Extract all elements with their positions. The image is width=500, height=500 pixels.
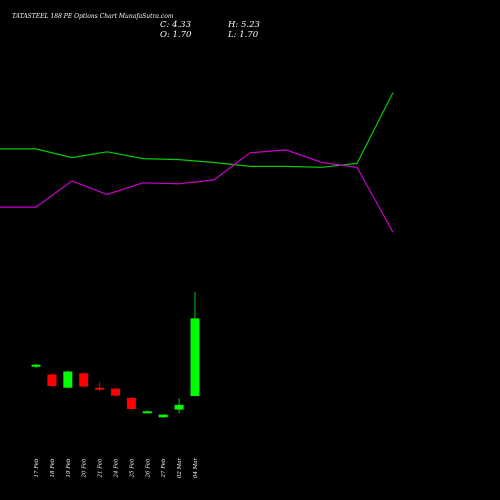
high-label: H: 5.23	[227, 20, 260, 30]
x-tick-label: 18 Feb	[50, 458, 56, 478]
x-tick-label: 26 Feb	[145, 458, 151, 479]
candle-body	[190, 318, 200, 396]
x-tick-label: 25 Feb	[129, 458, 135, 479]
low-label: L: 1.70	[227, 30, 259, 40]
candles	[31, 291, 200, 418]
x-tick-label: 19 Feb	[66, 458, 72, 478]
candle-body	[126, 397, 136, 409]
x-tick-label: 04 Mar	[193, 457, 199, 478]
close-label: C: 4.33	[160, 20, 191, 30]
candle-body	[63, 371, 73, 388]
x-tick-label: 02 Mar	[177, 457, 183, 478]
candle-body	[174, 404, 184, 410]
candle-body	[95, 387, 105, 390]
x-tick-label: 24 Feb	[114, 458, 120, 479]
chart-title: TATASTEEL 188 PE Options Chart MunafaSut…	[12, 13, 174, 20]
candle-body	[111, 388, 120, 396]
x-tick-label: 21 Feb	[98, 458, 104, 479]
open-label: O: 1.70	[160, 30, 192, 40]
indicator-line-2	[0, 149, 394, 233]
x-tick-label: 17 Feb	[34, 458, 40, 478]
candle-body	[142, 411, 152, 414]
indicator-lines	[0, 92, 394, 233]
x-tick-label: 20 Feb	[82, 458, 88, 479]
candle-body	[79, 373, 89, 387]
x-tick-label: 27 Feb	[161, 458, 167, 479]
candle-body	[31, 364, 41, 367]
x-axis-ticks: 17 Feb 18 Feb 19 Feb 20 Feb 21 Feb 24 Feb 25 F…	[34, 457, 199, 478]
candle-body	[158, 414, 168, 418]
indicator-line-1	[0, 92, 394, 168]
candle-body	[47, 374, 57, 386]
